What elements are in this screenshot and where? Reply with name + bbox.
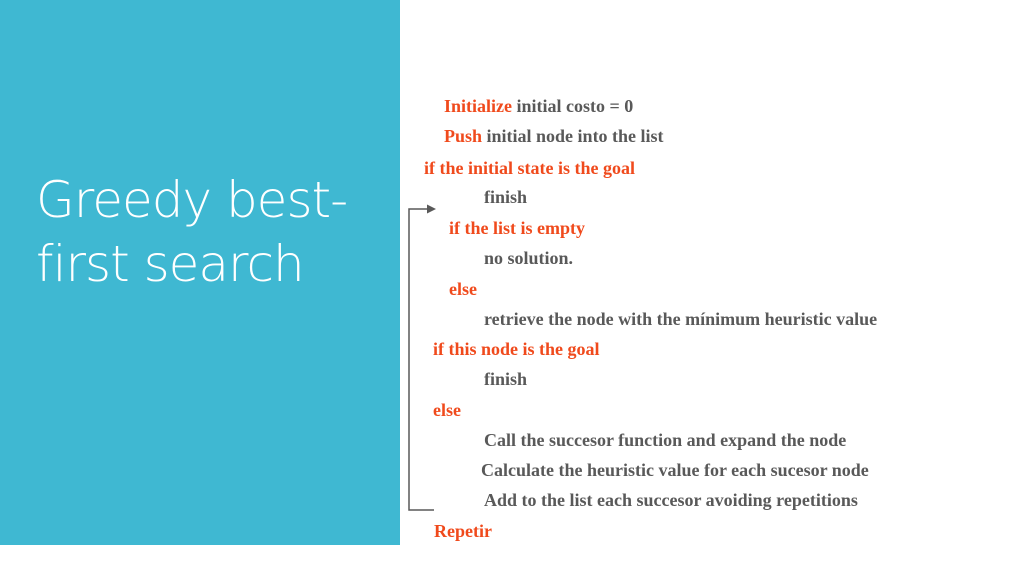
code-line: Push initial node into the list [444,125,664,147]
code-text: no solution. [484,248,574,268]
code-text: initial node into the list [482,126,664,146]
code-line: Repetir [434,520,492,542]
code-keyword: if the list is empty [449,218,585,238]
code-text: finish [484,369,528,389]
code-text: Call the succesor function and expand th… [484,430,847,450]
code-line: finish [484,368,527,390]
code-keyword: Repetir [434,521,492,541]
code-line: else [449,278,477,300]
code-text: retrieve the node with the mínimum heuri… [484,309,878,329]
code-line: if this node is the goal [433,338,600,360]
code-keyword: else [433,400,461,420]
code-line: retrieve the node with the mínimum heuri… [484,308,877,330]
code-text: initial costo = 0 [512,96,634,116]
code-line: finish [484,186,527,208]
code-text: Add to the list each succesor avoiding r… [484,490,858,510]
code-line: if the initial state is the goal [424,157,635,179]
code-line: Calculate the heuristic value for each s… [481,459,869,481]
code-line: no solution. [484,247,573,269]
code-line: Call the succesor function and expand th… [484,429,846,451]
code-keyword: Push [444,126,483,146]
code-line: if the list is empty [449,217,585,239]
code-keyword: if the initial state is the goal [424,158,635,178]
code-line: else [433,399,461,421]
code-line: Add to the list each succesor avoiding r… [484,489,858,511]
code-keyword: if this node is the goal [433,339,600,359]
code-line: Initialize initial costo = 0 [444,95,633,117]
code-text: Calculate the heuristic value for each s… [481,460,869,480]
code-keyword: else [449,279,477,299]
slide-title: Greedy best-first search [36,171,348,293]
code-keyword: Initialize [444,96,512,116]
title-panel: Greedy best-first search [0,0,400,545]
code-text: finish [484,187,528,207]
